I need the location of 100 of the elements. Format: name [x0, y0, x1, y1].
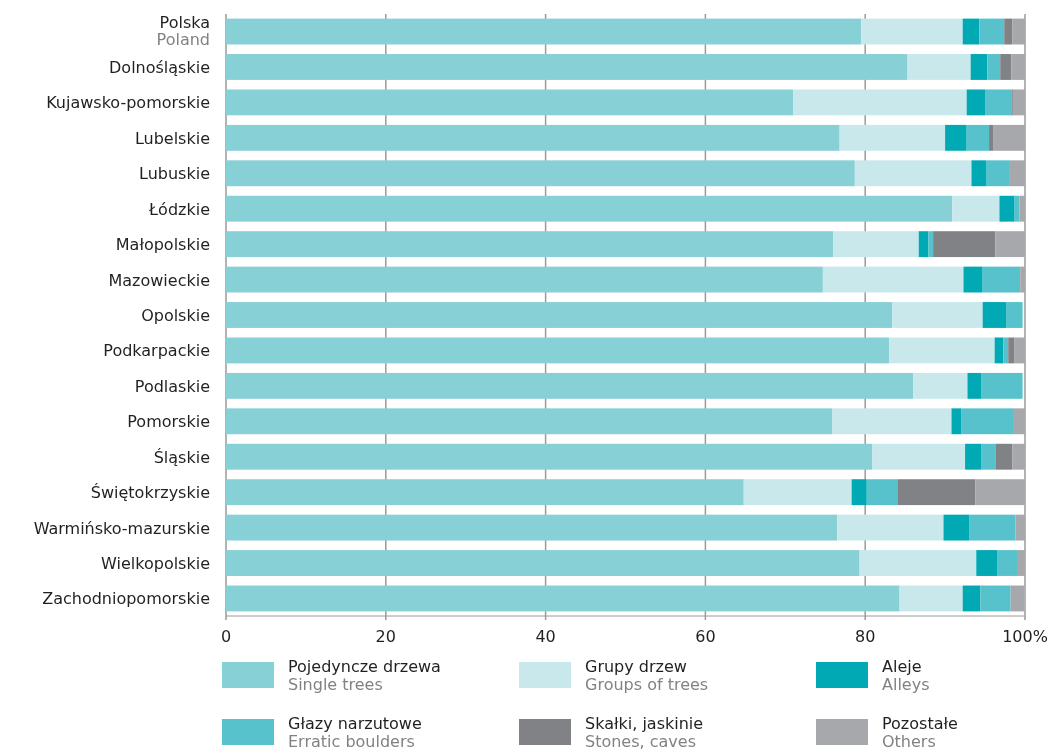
bar: [1003, 337, 1009, 364]
bar: [226, 18, 862, 45]
x-tick-label: 0: [220, 627, 232, 646]
bar: [226, 195, 953, 222]
bar: [1010, 585, 1025, 612]
bar: [945, 124, 967, 151]
bar: [899, 585, 963, 612]
bar: [918, 231, 929, 258]
bar: [979, 18, 1005, 45]
y-tick-label: Podkarpackie: [103, 341, 210, 361]
bar: [839, 124, 946, 151]
y-tick-label: Podlaskie: [134, 376, 210, 396]
bar: [982, 266, 1020, 293]
x-tick-label: 20: [375, 627, 396, 646]
bar: [928, 231, 934, 258]
bar: [872, 443, 966, 470]
y-tick-label: Wielkopolskie: [101, 554, 210, 574]
x-tick-label: 80: [855, 627, 876, 646]
y-tick-label: Zachodniopomorskie: [42, 589, 210, 609]
y-tick-label: Warmińsko-mazurskie: [33, 518, 210, 538]
y-tick-label: Świętokrzyskie: [90, 483, 210, 503]
bar: [966, 124, 990, 151]
bar: [1015, 514, 1025, 541]
y-tick-label: Polska Poland: [156, 12, 210, 50]
y-tick-label: Opolskie: [141, 306, 210, 325]
bar: [859, 550, 977, 576]
bar: [986, 160, 1010, 187]
bar: [995, 231, 1025, 258]
bar: [1017, 550, 1025, 576]
bar: [1012, 443, 1025, 470]
bar: [933, 231, 996, 258]
bar: [982, 302, 1007, 328]
y-tick-label: Śląskie: [153, 447, 210, 467]
bar: [793, 89, 967, 116]
bar: [1000, 54, 1012, 80]
bar: [226, 337, 890, 364]
bar: [1013, 89, 1025, 116]
y-tick-label: Pomorskie: [127, 412, 210, 432]
bar: [987, 54, 1001, 80]
bar: [989, 124, 994, 151]
bar: [226, 266, 823, 293]
bar: [1013, 408, 1025, 435]
bar: [981, 443, 996, 470]
bar: [861, 18, 963, 45]
bar: [897, 479, 976, 506]
bar: [226, 479, 744, 506]
bar: [907, 54, 971, 80]
bar: [1004, 18, 1013, 45]
bar: [969, 514, 1016, 541]
bar: [981, 372, 1023, 399]
bar: [851, 479, 867, 506]
legend-label: Pozostałe Others: [882, 714, 958, 751]
bar: [226, 585, 900, 612]
y-tick-label: Mazowieckie: [108, 270, 210, 290]
bar: [985, 89, 1013, 116]
bar: [976, 550, 998, 576]
legend-label: Głazy narzutowe Erratic boulders: [288, 714, 422, 751]
bar: [1020, 266, 1025, 293]
bar: [966, 89, 986, 116]
bar: [993, 124, 1025, 151]
y-tick-label: Małopolskie: [115, 235, 210, 255]
bar: [975, 479, 1025, 506]
y-tick-label: Lubuskie: [139, 164, 210, 184]
bar: [963, 266, 983, 293]
legend-label: Grupy drzew Groups of trees: [585, 657, 709, 694]
bar: [965, 443, 982, 470]
bar: [226, 302, 893, 328]
bar: [743, 479, 852, 506]
bar: [1006, 302, 1023, 328]
bar: [837, 514, 944, 541]
bar: [971, 160, 987, 187]
bar: [226, 124, 840, 151]
bar: [1012, 18, 1025, 45]
bar: [1008, 337, 1015, 364]
y-tick-label: Lubelskie: [134, 128, 210, 148]
bar: [980, 585, 1011, 612]
bar: [854, 160, 972, 187]
bar: [952, 195, 1000, 222]
bar: [226, 160, 855, 187]
bar: [995, 443, 1013, 470]
x-tick-label: 100%: [1002, 627, 1048, 646]
bar: [997, 550, 1018, 576]
legend-label: Aleje Alleys: [882, 657, 930, 694]
bar: [1019, 195, 1025, 222]
bar: [226, 372, 914, 399]
bar: [951, 408, 962, 435]
bar: [943, 514, 970, 541]
bar: [1011, 54, 1025, 80]
y-tick-label: Kujawsko-pomorskie: [46, 93, 210, 113]
bar: [832, 408, 952, 435]
bar: [226, 89, 794, 116]
bar: [226, 514, 838, 541]
legend-label: Pojedyncze drzewa Single trees: [288, 657, 441, 694]
bar: [962, 585, 981, 612]
bar: [967, 372, 982, 399]
bar: [226, 231, 834, 258]
bar: [226, 550, 860, 576]
bar: [913, 372, 968, 399]
bar: [226, 408, 833, 435]
bar: [892, 302, 983, 328]
